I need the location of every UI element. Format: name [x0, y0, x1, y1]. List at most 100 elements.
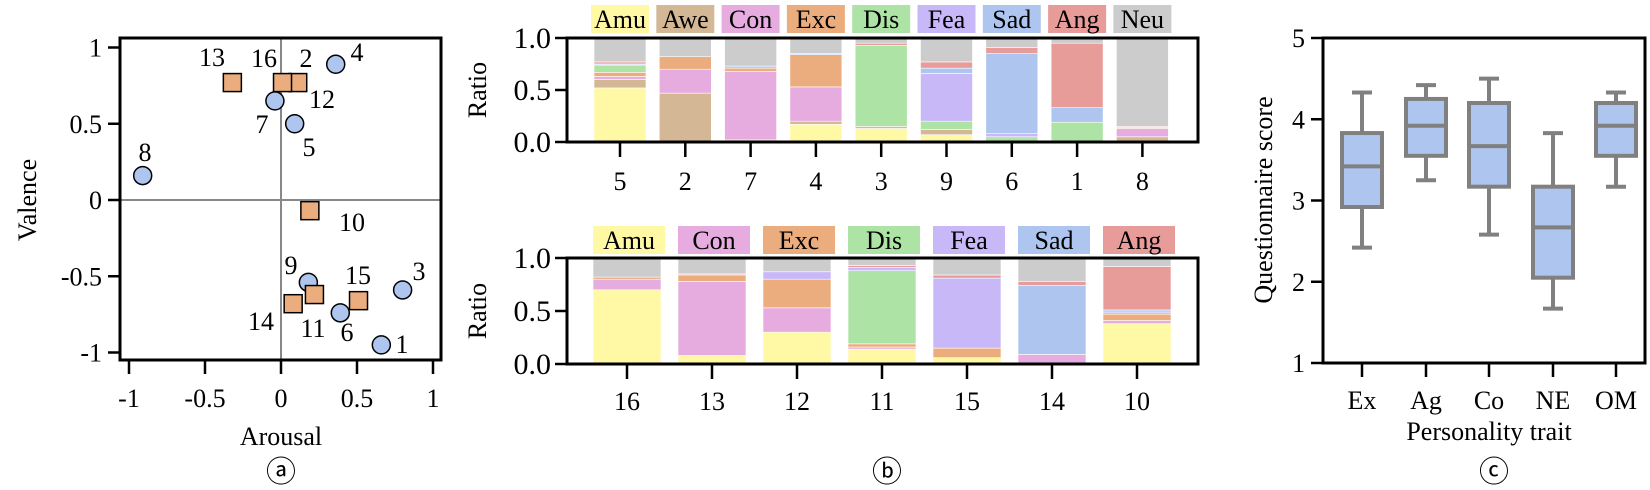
- point-label: 16: [251, 44, 277, 73]
- bar-segment-other: [932, 257, 1002, 276]
- legend-label: Con: [729, 5, 772, 34]
- bar-segment-neu: [724, 37, 777, 67]
- bar-segment-awe: [854, 126, 908, 129]
- bar-segment-amu: [847, 348, 917, 365]
- bar-segment-con: [592, 278, 662, 291]
- y-tick-label: 2: [1292, 268, 1305, 297]
- stacked-bar-chart-2: Amu Con Exc Dis Fea Sad Ang 16 13 12 11 15 14 10 1.0 0.…: [463, 226, 1200, 416]
- point-label: 4: [351, 38, 364, 67]
- point-label: 3: [413, 257, 426, 286]
- x-tick-label: 4: [809, 167, 822, 196]
- x-tick-label: 9: [940, 167, 953, 196]
- point-circle-3: [392, 280, 413, 300]
- x-tick-label: 5: [614, 167, 627, 196]
- legend-swatch-ang: [1103, 226, 1175, 254]
- box-plot: Ex Ag Co NE OM 5 4 3 2 1 Personality trait Question…: [1249, 24, 1647, 489]
- bar-segment-amu: [762, 331, 832, 365]
- x-tick-label: 0.5: [341, 384, 374, 413]
- panel-label-b: ⓑ: [872, 456, 902, 489]
- bar-segment-con: [789, 86, 843, 122]
- legend-label: Neu: [1121, 5, 1164, 34]
- x-tick-label: 12: [784, 387, 810, 416]
- bar-segment-exc: [762, 278, 832, 309]
- point-label: 10: [339, 208, 365, 237]
- bar-segment-amu: [1102, 323, 1172, 365]
- point-label: 1: [396, 330, 409, 359]
- bar-segment-fea: [985, 133, 1039, 138]
- x-tick-label: 6: [1005, 167, 1018, 196]
- legend-swatch-sad: [982, 5, 1041, 33]
- legend-swatch-amu: [593, 226, 665, 254]
- bar-segment-con: [1116, 128, 1169, 138]
- bar-segment-neu: [593, 37, 647, 63]
- legend-swatch-ang: [1048, 5, 1107, 33]
- bar-segment-fea: [847, 267, 917, 272]
- point-square-13: [222, 72, 243, 93]
- point-label: 12: [309, 85, 335, 114]
- point-label: 8: [139, 138, 152, 167]
- bar-segment-other: [677, 257, 747, 275]
- y-tick-label: -0.5: [61, 262, 102, 291]
- bar-segment-con: [847, 346, 917, 350]
- x-tick-label: 15: [954, 387, 980, 416]
- legend-label: Con: [692, 226, 735, 255]
- bar-segment-awe: [920, 129, 973, 136]
- x-tick-label: 1: [427, 384, 440, 413]
- bar-segment-ang: [920, 61, 973, 69]
- point-label: 6: [341, 318, 354, 347]
- legend-label: Awe: [662, 5, 709, 34]
- y-tick-label: 0.5: [70, 110, 103, 139]
- bar-segment-con: [677, 281, 747, 356]
- legend-swatch-dis: [848, 226, 920, 254]
- bar-segment-exc: [592, 276, 662, 280]
- legend-swatch-fea: [917, 5, 976, 33]
- x-tick-label: NE: [1536, 386, 1571, 415]
- bar-segment-ang: [593, 61, 647, 65]
- x-tick-label: 10: [1124, 387, 1150, 416]
- legend-label: Amu: [603, 226, 655, 255]
- point-label: 14: [248, 307, 274, 336]
- bar-segment-neu: [920, 37, 973, 63]
- bar-segment-other: [592, 257, 662, 278]
- bar-segment-amu: [854, 128, 908, 143]
- bar-segment-other: [762, 257, 832, 273]
- x-tick-label: 7: [744, 167, 757, 196]
- bar-segment-con: [658, 68, 712, 94]
- bar-segment-exc: [1102, 313, 1172, 321]
- y-tick-label: 1: [89, 34, 102, 63]
- point-square-16: [272, 72, 293, 93]
- y-tick-label: 0.5: [514, 74, 552, 107]
- bar-segment-exc: [932, 347, 1002, 358]
- point-square-11: [304, 284, 325, 305]
- point-circle-5: [284, 114, 305, 134]
- legend-swatch-awe: [656, 5, 715, 33]
- legend-label: Fea: [928, 5, 966, 34]
- y-tick-label: 4: [1292, 105, 1305, 134]
- bar-segment-amu: [592, 289, 662, 365]
- bar-segment-fea: [1102, 311, 1172, 315]
- box-iqr: [1594, 101, 1638, 158]
- y-tick-label: 0.0: [514, 126, 552, 159]
- bar-segment-exc: [593, 72, 647, 77]
- bar-segment-exc: [847, 343, 917, 348]
- bar-segment-con: [762, 307, 832, 333]
- bar-segment-sad: [985, 53, 1039, 134]
- legend-label: Sad: [1035, 226, 1074, 255]
- legend-swatch-sad: [1018, 226, 1090, 254]
- y-tick-label: 1.0: [514, 22, 552, 55]
- point-square-15: [348, 290, 369, 311]
- legend-label: Fea: [950, 226, 988, 255]
- legend-swatch-dis: [852, 5, 911, 33]
- bar-segment-awe: [789, 120, 843, 125]
- point-label: 11: [300, 314, 325, 343]
- point-circle-4: [325, 54, 346, 75]
- x-tick-label: 13: [699, 387, 725, 416]
- bar-segment-dis: [985, 136, 1039, 142]
- bar-segment-awe: [658, 92, 712, 143]
- bar-segment-exc: [724, 67, 777, 72]
- legend-label: Exc: [779, 226, 819, 255]
- legend-swatch-con: [678, 226, 750, 254]
- bar-segment-fea: [920, 73, 973, 122]
- stacked-bar-chart-1: Amu Awe Con Exc Dis Fea Sad Ang Neu 5 2 7 4 3 9 6 1 8 1.0 0…: [463, 5, 1200, 196]
